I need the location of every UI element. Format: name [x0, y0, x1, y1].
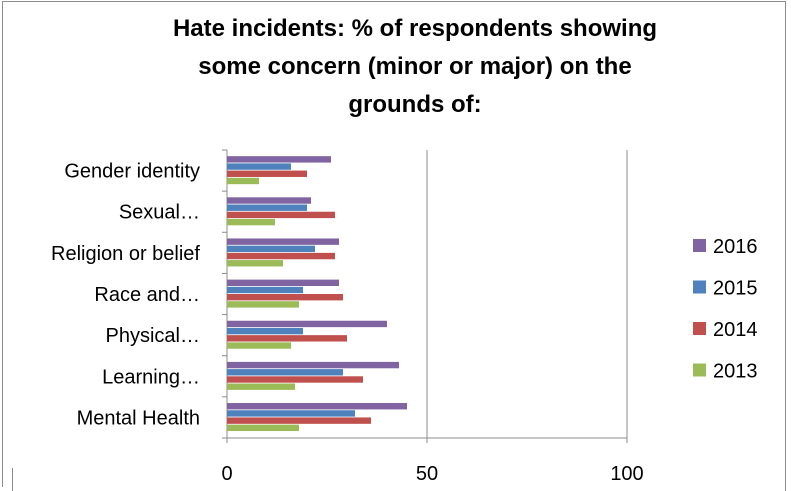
bar-2016 — [227, 279, 339, 286]
category-label: Learning… — [102, 366, 200, 388]
category-label: Physical… — [106, 325, 200, 347]
bar-2016 — [227, 361, 399, 369]
legend-swatch — [693, 280, 706, 294]
category-label: Sexual… — [119, 202, 200, 224]
bar-2015 — [227, 369, 343, 376]
bar-2013 — [227, 383, 295, 390]
bar-2015 — [227, 286, 303, 294]
category-label: Race and… — [94, 284, 200, 306]
bar-2014 — [227, 417, 371, 424]
bar-2015 — [227, 410, 355, 417]
legend-swatch — [693, 322, 706, 335]
bar-2013 — [227, 218, 275, 226]
chart-title: Hate incidents: % of respondents showing… — [172, 15, 658, 118]
legend-label: 2016 — [713, 236, 758, 258]
chart-frame-edge — [785, 1, 786, 491]
legend-label: 2014 — [713, 319, 758, 341]
bar-2016 — [227, 403, 407, 410]
bar-2013 — [227, 424, 299, 432]
bar-2014 — [227, 376, 363, 383]
bar-2013 — [227, 260, 283, 267]
legend-label: 2013 — [713, 361, 758, 383]
bar-2016 — [227, 156, 331, 163]
bar-2015 — [227, 327, 303, 335]
x-tick-label: 100 — [610, 463, 643, 485]
bar-2013 — [227, 177, 259, 185]
bar-2016 — [227, 197, 311, 204]
bar-2013 — [227, 301, 299, 308]
category-label: Religion or belief — [51, 243, 200, 265]
x-tick-label: 50 — [416, 463, 438, 485]
chart-frame-edge-lower — [12, 468, 13, 491]
bar-2014 — [227, 252, 335, 260]
bar-2016 — [227, 320, 387, 328]
bar-2016 — [227, 238, 339, 245]
category-label: Mental Health — [77, 407, 200, 429]
bar-2014 — [227, 211, 335, 219]
bar-2013 — [227, 342, 291, 349]
bar-2014 — [227, 294, 343, 301]
legend-swatch — [693, 363, 706, 377]
bar-2015 — [227, 245, 315, 253]
x-tick-label: 0 — [221, 463, 232, 485]
bar-2015 — [227, 163, 291, 170]
legend-label: 2015 — [713, 278, 758, 300]
category-label: Gender identity — [64, 161, 200, 183]
legend-swatch — [693, 239, 706, 252]
bar-2014 — [227, 335, 347, 342]
bar-2014 — [227, 170, 307, 177]
bar-2015 — [227, 204, 307, 211]
